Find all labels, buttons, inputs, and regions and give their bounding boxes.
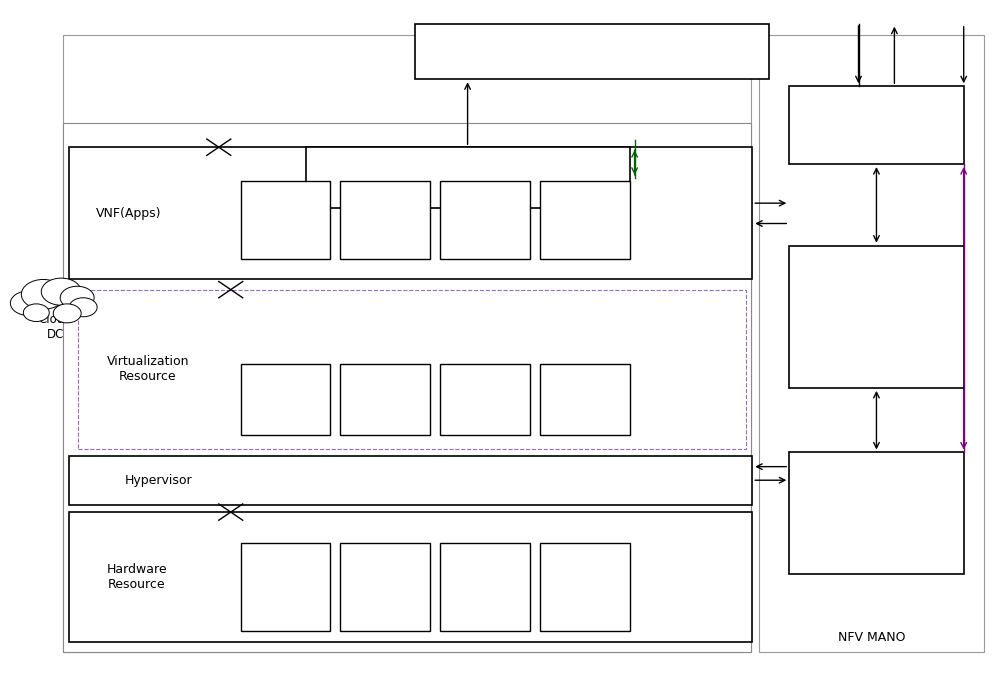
Text: Hypervisor: Hypervisor <box>125 474 193 487</box>
FancyBboxPatch shape <box>789 452 964 575</box>
FancyBboxPatch shape <box>69 456 752 505</box>
Text: Host3: Host3 <box>467 580 503 593</box>
FancyBboxPatch shape <box>440 364 530 435</box>
Circle shape <box>41 278 81 305</box>
Text: VNFC-2: VNFC-2 <box>362 214 408 227</box>
FancyBboxPatch shape <box>759 35 984 652</box>
Text: NFVI: NFVI <box>114 631 142 644</box>
FancyBboxPatch shape <box>540 181 630 259</box>
Circle shape <box>10 291 46 315</box>
Text: Hostn: Hostn <box>567 580 603 593</box>
FancyBboxPatch shape <box>63 123 751 652</box>
Circle shape <box>53 304 81 323</box>
FancyBboxPatch shape <box>78 289 746 449</box>
Text: Hardware
Resource: Hardware Resource <box>107 563 167 591</box>
Text: VNFC-1: VNFC-1 <box>263 214 309 227</box>
FancyBboxPatch shape <box>789 86 964 164</box>
FancyBboxPatch shape <box>241 364 330 435</box>
Circle shape <box>69 298 97 317</box>
FancyBboxPatch shape <box>540 543 630 631</box>
FancyBboxPatch shape <box>340 364 430 435</box>
Text: VM3: VM3 <box>471 394 499 407</box>
FancyBboxPatch shape <box>789 246 964 388</box>
Text: VNFM: VNFM <box>855 309 898 324</box>
FancyBboxPatch shape <box>340 543 430 631</box>
Text: NFVO: NFVO <box>855 118 898 133</box>
Text: VNFC-n: VNFC-n <box>562 214 608 227</box>
FancyBboxPatch shape <box>306 147 630 208</box>
Text: NFV MANO: NFV MANO <box>838 631 905 644</box>
FancyBboxPatch shape <box>440 543 530 631</box>
Text: Virtualization
Resource: Virtualization Resource <box>107 355 189 383</box>
FancyBboxPatch shape <box>440 181 530 259</box>
Text: VNFC-3: VNFC-3 <box>462 214 508 227</box>
Text: VM1: VM1 <box>272 394 299 407</box>
FancyBboxPatch shape <box>241 543 330 631</box>
Text: Host2: Host2 <box>367 580 403 593</box>
Text: VM2: VM2 <box>372 394 399 407</box>
Circle shape <box>21 279 65 309</box>
FancyBboxPatch shape <box>69 147 752 279</box>
Text: VIM: VIM <box>862 506 890 521</box>
Text: VMn: VMn <box>571 394 598 407</box>
FancyBboxPatch shape <box>415 24 769 80</box>
FancyBboxPatch shape <box>69 512 752 642</box>
Circle shape <box>23 304 49 321</box>
Circle shape <box>60 286 94 309</box>
FancyBboxPatch shape <box>340 181 430 259</box>
FancyBboxPatch shape <box>63 35 751 652</box>
Text: VNF(Apps): VNF(Apps) <box>96 207 162 220</box>
FancyBboxPatch shape <box>241 181 330 259</box>
Text: OSS: OSS <box>575 43 609 61</box>
Text: Cloud
DC: Cloud DC <box>38 313 72 341</box>
FancyBboxPatch shape <box>540 364 630 435</box>
Text: EMS: EMS <box>450 169 485 187</box>
Text: Host1: Host1 <box>267 580 304 593</box>
